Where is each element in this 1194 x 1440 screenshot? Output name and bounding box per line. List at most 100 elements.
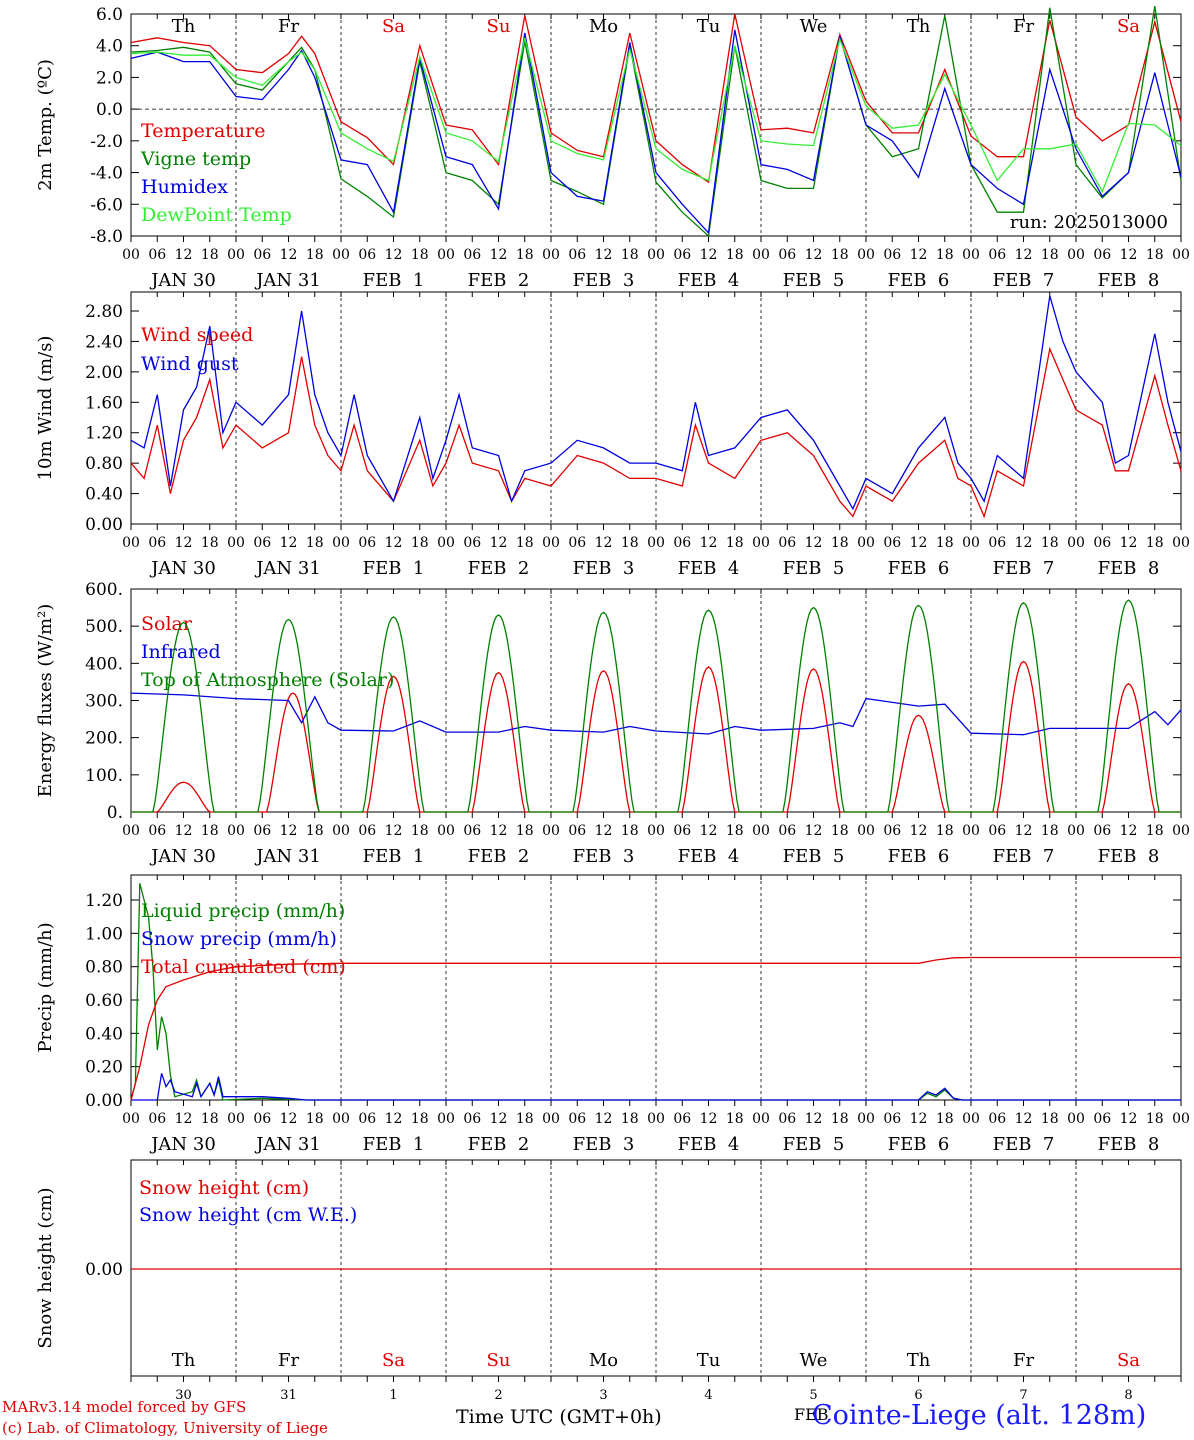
y-tick-label: 0.0	[96, 100, 123, 120]
hour-tick-label: 06	[253, 247, 271, 263]
hour-tick-label: 06	[568, 247, 586, 263]
day-label: FEB 1	[363, 1134, 425, 1155]
model-credit: MARv3.14 model forced by GFS	[2, 1398, 247, 1416]
weekday-label: Fr	[278, 16, 299, 37]
y-axis-label: Precip (mm/h)	[35, 922, 56, 1052]
hour-tick-label: 18	[201, 535, 219, 551]
hour-tick-label: 06	[988, 535, 1006, 551]
weekday-label: Tu	[697, 1350, 721, 1371]
hour-tick-label: 06	[463, 247, 481, 263]
day-label: FEB 8	[1098, 846, 1160, 867]
weekday-label: Fr	[278, 1350, 299, 1371]
legend-entry: Snow height (cm W.E.)	[139, 1204, 357, 1226]
legend-entry: Vigne temp	[140, 148, 251, 170]
hour-tick-label: 00	[752, 1111, 770, 1127]
legend-entry: DewPoint Temp	[141, 204, 292, 226]
legend-entry: Humidex	[141, 176, 228, 198]
hour-tick-label: 18	[1146, 823, 1164, 839]
weekday-label: Th	[907, 1350, 931, 1371]
hour-tick-label: 00	[227, 535, 245, 551]
hour-tick-label: 12	[280, 1111, 298, 1127]
y-axis-label: 10m Wind (m/s)	[35, 336, 56, 481]
y-tick-label: 0.80	[85, 454, 123, 474]
hour-tick-label: 12	[1015, 247, 1033, 263]
hour-tick-label: 06	[253, 1111, 271, 1127]
hour-tick-label: 12	[385, 1111, 403, 1127]
hour-tick-label: 00	[332, 247, 350, 263]
hour-tick-label: 00	[122, 247, 140, 263]
hour-tick-label: 06	[673, 823, 691, 839]
hour-tick-label: 00	[752, 247, 770, 263]
hour-tick-label: 06	[463, 823, 481, 839]
hour-tick-label: 00	[647, 1111, 665, 1127]
hour-tick-label: 12	[595, 823, 613, 839]
hour-tick-label: 00	[332, 535, 350, 551]
hour-tick-label: 12	[910, 535, 928, 551]
hour-tick-label: 00	[1067, 1111, 1085, 1127]
y-tick-label: 0.80	[85, 958, 123, 978]
legend-entry: Infrared	[141, 641, 221, 663]
y-axis-label: Snow height (cm)	[35, 1187, 56, 1348]
weekday-label: Sa	[382, 1350, 405, 1371]
hour-tick-label: 18	[306, 535, 324, 551]
hour-tick-label: 12	[490, 823, 508, 839]
hour-tick-label: 12	[1015, 823, 1033, 839]
day-number-label: 2	[494, 1388, 502, 1403]
hour-tick-label: 18	[726, 823, 744, 839]
hour-tick-label: 06	[358, 247, 376, 263]
weekday-label: Fr	[1013, 16, 1034, 37]
hour-tick-label: 00	[542, 247, 560, 263]
weekday-label: Sa	[1117, 1350, 1140, 1371]
panel-5: 0.00 Snow height (cm) Snow height (cm) Snow…	[35, 1159, 1182, 1403]
y-tick-label: 100.	[85, 766, 123, 786]
hour-tick-label: 00	[437, 1111, 455, 1127]
hour-tick-label: 18	[726, 247, 744, 263]
hour-tick-label: 12	[1015, 1111, 1033, 1127]
day-label: FEB 5	[783, 558, 845, 579]
hour-tick-label: 00	[962, 247, 980, 263]
hour-tick-label: 00	[752, 535, 770, 551]
hour-tick-label: 06	[673, 1111, 691, 1127]
day-label: FEB 3	[573, 846, 635, 867]
hour-tick-label: 12	[175, 823, 193, 839]
hour-tick-label: 18	[831, 1111, 849, 1127]
hour-tick-label: 18	[306, 247, 324, 263]
hour-tick-label: 06	[568, 823, 586, 839]
day-label: FEB 3	[573, 1134, 635, 1155]
hour-tick-label: 00	[962, 535, 980, 551]
hour-tick-label: 00	[647, 535, 665, 551]
hour-tick-label: 12	[700, 1111, 718, 1127]
day-label: JAN 31	[254, 558, 321, 579]
day-label: FEB 8	[1098, 1134, 1160, 1155]
hour-tick-label: 06	[253, 823, 271, 839]
legend-entry: Top of Atmosphere (Solar)	[141, 669, 394, 691]
hour-tick-label: 06	[358, 535, 376, 551]
day-label: JAN 30	[149, 846, 216, 867]
hour-tick-label: 06	[988, 1111, 1006, 1127]
hour-tick-label: 06	[988, 823, 1006, 839]
hour-tick-label: 06	[673, 535, 691, 551]
day-number-label: 30	[175, 1388, 192, 1403]
series-line-top-of-atmosphere-solar-	[131, 599, 1181, 813]
hour-tick-label: 12	[1120, 1111, 1138, 1127]
weekday-label: We	[800, 1350, 828, 1371]
hour-tick-label: 06	[253, 535, 271, 551]
y-tick-label: 2.40	[85, 332, 123, 352]
day-number-label: 3	[599, 1388, 607, 1403]
hour-tick-label: 06	[568, 535, 586, 551]
hour-tick-label: 00	[1172, 247, 1190, 263]
hour-tick-label: 18	[201, 1111, 219, 1127]
hour-tick-label: 18	[306, 823, 324, 839]
y-tick-label: -6.0	[90, 195, 123, 215]
hour-tick-label: 12	[175, 535, 193, 551]
hour-tick-label: 12	[280, 535, 298, 551]
hour-tick-label: 12	[385, 247, 403, 263]
hour-tick-label: 00	[332, 1111, 350, 1127]
lab-credit: (c) Lab. of Climatology, University of L…	[2, 1419, 328, 1437]
day-label: FEB 4	[678, 270, 740, 291]
day-label: JAN 31	[254, 270, 321, 291]
panel-1: -8.0 -6.0 -4.0 -2.0 0.0 2.0 4.0 6.0 2m Temp. (ºC…	[35, 5, 1190, 291]
day-number-label: 31	[280, 1388, 297, 1403]
y-tick-label: 4.0	[96, 37, 123, 57]
hour-tick-label: 18	[516, 1111, 534, 1127]
